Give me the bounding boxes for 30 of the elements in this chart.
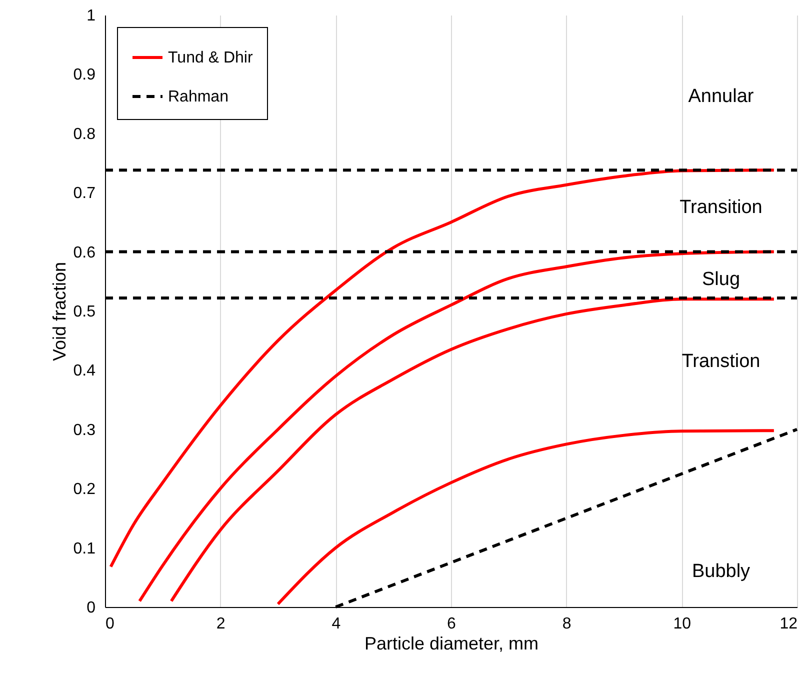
legend-label: Rahman [168,88,228,106]
x-tick-label: 0 [106,616,114,632]
y-axis-title: Void fraction [49,262,70,362]
y-tick-label: 0.6 [73,244,96,262]
annotation: Bubbly [692,561,750,582]
x-tick-label: 4 [332,616,341,632]
y-tick-label: 0.7 [73,185,96,202]
x-tick-label: 10 [673,616,692,632]
y-tick-label: 0.3 [73,422,96,439]
y-tick-label: 0.4 [73,362,96,380]
annotation: Transtion [682,351,760,372]
y-tick-label: 1 [86,8,96,24]
y-tick-label: 0.5 [73,304,96,320]
legend-label: Tund & Dhir [168,50,254,66]
line-series [138,250,776,603]
x-tick-label: 8 [562,616,572,632]
y-tick-label: 0.2 [73,481,96,498]
y-tick-label: 0 [86,600,96,616]
x-axis-title: Particle diameter, mm [364,634,539,654]
annotation: Annular [688,86,754,107]
y-tick-label: 0.9 [73,66,96,84]
line-series [170,298,776,603]
x-tick-label: 6 [447,616,456,632]
annotation: Slug [702,269,740,290]
y-tick-label: 0.1 [73,540,96,558]
line-series [276,429,776,606]
x-tick-label: 2 [216,616,226,632]
x-tick-label: 12 [780,616,798,632]
annotation: Transition [680,197,762,218]
y-tick-label: 0.8 [73,126,96,143]
